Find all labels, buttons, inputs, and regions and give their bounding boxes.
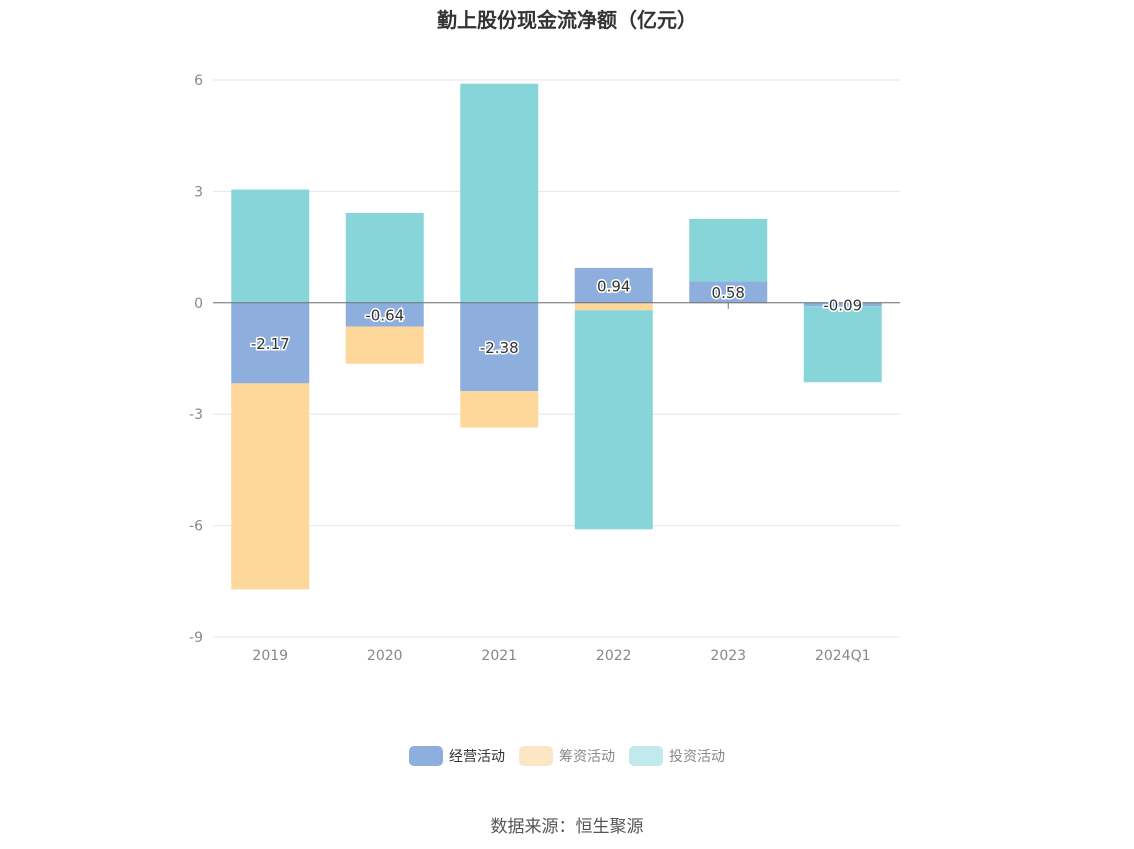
x-tick-label: 2022 [596,648,632,664]
data-label: -2.17 [251,335,290,353]
legend-label: 筹资活动 [559,749,615,765]
bar-segment [231,383,310,590]
data-labels: -2.17 -0.64 -2.38 0.94 0.58 -0.09 [249,276,863,359]
data-source: 数据来源：恒生聚源 [490,817,644,837]
y-tick-label: -9 [189,630,203,646]
x-tick-label: 2019 [252,648,288,664]
x-tick-label: 2024Q1 [815,648,871,664]
x-tick-label: 2023 [710,648,746,664]
legend-swatch [409,746,443,766]
x-tick-label: 2020 [367,648,403,664]
legend-swatch [519,746,553,766]
legend-label: 投资活动 [669,749,725,765]
x-tick-label: 2021 [481,648,517,664]
x-axis: 2019 2020 2021 2022 2023 2024Q1 [252,648,870,664]
bar-segment [574,267,653,303]
bar-segment [803,306,882,383]
legend-item[interactable]: 经营活动 [409,746,505,766]
y-tick-label: -6 [189,519,203,535]
bar-segment [460,391,539,428]
bar-segment [803,302,882,307]
bar-segment [574,302,653,311]
bar-segment [345,212,424,303]
zero-line-layer [213,302,900,309]
y-tick-label: -3 [189,407,203,423]
grid-layer [213,79,900,638]
bar-segment [231,189,310,303]
y-tick-label: 6 [194,73,203,89]
data-label: 0.58 [712,284,745,302]
bar-segment [345,302,424,327]
bar-segment [231,302,310,384]
legend-item[interactable]: 投资活动 [629,746,725,766]
bar-segment [574,310,653,530]
data-label: -2.38 [480,339,519,357]
y-tick-label: 0 [194,296,203,312]
legend-label: 经营活动 [449,749,505,765]
data-label: 0.94 [597,277,630,295]
data-label: -0.09 [823,296,862,314]
legend: 经营活动 筹资活动 投资活动 [0,746,1134,766]
y-tick-label: 3 [194,184,203,200]
data-label: -0.64 [365,307,404,325]
chart-title: 勤上股份现金流净额（亿元） [437,8,697,32]
bar-segment [689,281,768,303]
bar-segment [460,83,539,303]
legend-item[interactable]: 筹资活动 [519,746,615,766]
bars [231,83,882,590]
bar-segment [689,218,768,282]
bar-segment [460,302,539,392]
bar-segment [345,326,424,364]
y-axis: 6 3 0 -3 -6 -9 [189,73,203,646]
legend-swatch [629,746,663,766]
